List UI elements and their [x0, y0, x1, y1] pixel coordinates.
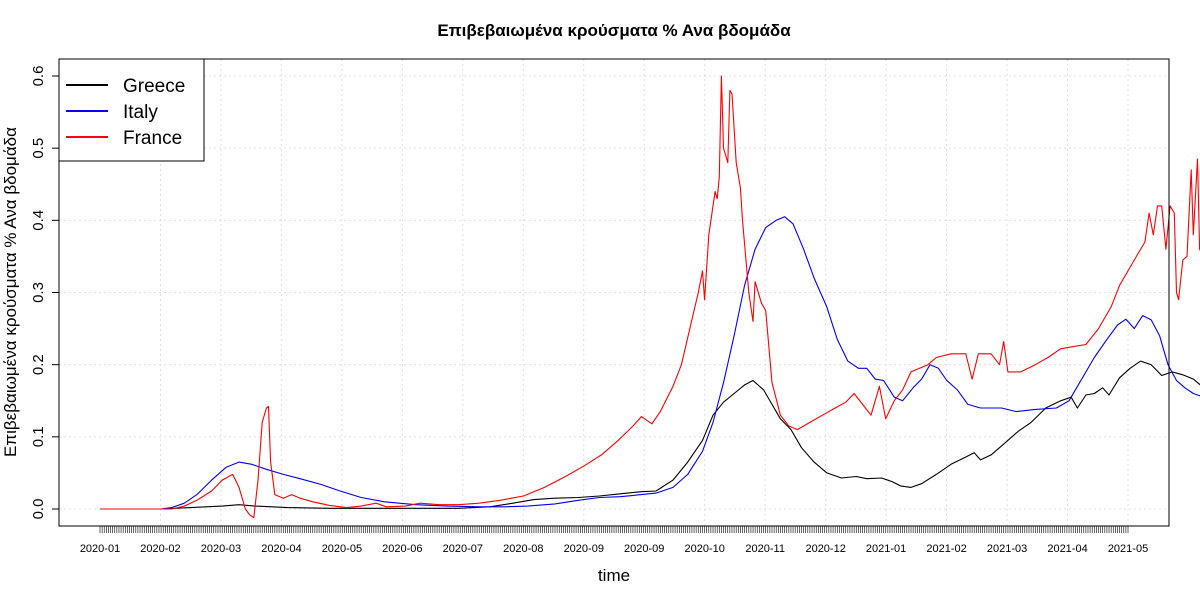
x-tick-label: 2020-06: [382, 543, 422, 555]
legend-label-france: France: [123, 128, 182, 149]
x-tick-label: 2020-04: [261, 543, 301, 555]
x-ticks: [99, 526, 1129, 533]
legend: Greece Italy France: [58, 58, 205, 162]
series-line-france: [100, 75, 1200, 519]
series-lines: [100, 75, 1200, 519]
x-tick-label: 2020-10: [685, 543, 725, 555]
y-tick-label: 0.6: [30, 66, 47, 87]
x-tick-label: 2020-07: [443, 543, 483, 555]
x-tick-label: 2020-02: [140, 543, 180, 555]
x-tick-label: 2021-05: [1108, 543, 1148, 555]
x-tick-label: 2021-04: [1047, 543, 1087, 555]
x-tick-label: 2020-03: [201, 543, 241, 555]
y-tick-label: 0.2: [30, 354, 47, 375]
y-axis-label: Επιβεβαιωμένα κρούσματα % Ανα βδομάδα: [1, 127, 20, 457]
x-tick-label: 2020-01: [80, 543, 120, 555]
x-tick-label: 2020-08: [503, 543, 543, 555]
y-tick-label: 0.3: [30, 282, 47, 303]
x-axis-label: time: [598, 566, 630, 585]
y-tick-label: 0.4: [30, 210, 47, 231]
series-line-italy: [100, 216, 1200, 510]
series-line-greece: [100, 360, 1200, 510]
y-tick-label: 0.0: [30, 499, 47, 520]
legend-label-greece: Greece: [123, 76, 185, 97]
x-tick-label: 2020-11: [745, 543, 785, 555]
y-tick-label: 0.1: [30, 426, 47, 447]
y-axis: 0.0 0.1 0.2 0.3 0.4 0.5 0.6: [30, 66, 60, 520]
x-tick-label: 2020-12: [805, 543, 845, 555]
x-tick-label: 2020-09: [624, 543, 664, 555]
x-tick-label: 2021-03: [987, 543, 1027, 555]
grid: [59, 59, 1169, 526]
x-axis: 2020-01 2020-02 2020-03 2020-04 2020-05 2020-…: [80, 525, 1148, 555]
x-tick-label: 2021-02: [926, 543, 966, 555]
legend-label-italy: Italy: [123, 102, 158, 123]
y-tick-label: 0.5: [30, 138, 47, 159]
chart-title: Επιβεβαιωμένα κρούσματα % Ανα βδομάδα: [437, 21, 791, 40]
x-tick-label: 2020-05: [322, 543, 362, 555]
x-tick-label: 2021-01: [866, 543, 906, 555]
x-tick-label: 2020-09: [564, 543, 604, 555]
